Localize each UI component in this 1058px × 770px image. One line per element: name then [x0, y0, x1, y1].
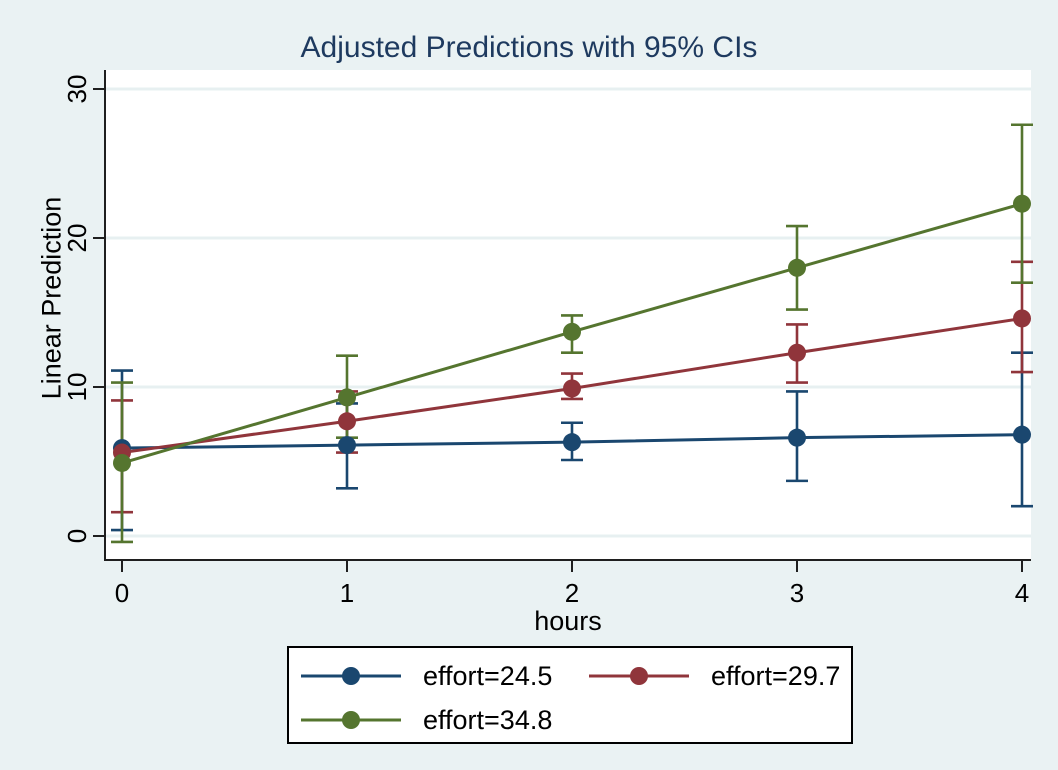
data-point-marker	[338, 388, 356, 407]
data-point-marker	[1013, 194, 1031, 213]
y-tick-label: 30	[62, 75, 92, 104]
line-marker-swatch-icon	[301, 711, 401, 729]
data-point-marker	[338, 436, 356, 455]
legend-label: effort=24.5	[423, 660, 553, 691]
x-tick-label: 3	[790, 578, 804, 608]
legend-item: effort=34.8	[301, 699, 589, 741]
legend-label: effort=34.8	[423, 704, 553, 735]
y-tick-label: 20	[62, 224, 92, 253]
data-point-marker	[563, 379, 581, 398]
legend-item: effort=29.7	[589, 655, 851, 697]
x-axis-title: hours	[534, 606, 602, 636]
data-point-marker	[788, 343, 806, 362]
data-point-marker	[788, 258, 806, 277]
data-point-marker	[788, 428, 806, 447]
line-marker-swatch-icon	[589, 667, 689, 685]
legend-box: effort=24.5 effort=29.7 effort=34.8	[287, 646, 853, 744]
data-point-marker	[1013, 425, 1031, 444]
y-tick-label: 0	[62, 529, 92, 543]
y-axis-title: Linear Prediction	[36, 196, 67, 400]
legend-item: effort=24.5	[301, 655, 589, 697]
line-marker-swatch-icon	[301, 667, 401, 685]
data-point-marker	[113, 453, 131, 472]
x-tick-label: 0	[115, 578, 129, 608]
data-point-marker	[563, 433, 581, 452]
data-point-marker	[563, 322, 581, 341]
chart-title: Adjusted Predictions with 95% CIs	[300, 31, 758, 64]
x-tick-label: 4	[1015, 578, 1029, 608]
data-point-marker	[1013, 309, 1031, 328]
data-point-marker	[338, 412, 356, 431]
x-tick-label: 2	[565, 578, 579, 608]
legend-label: effort=29.7	[711, 660, 841, 691]
x-tick-label: 1	[340, 578, 354, 608]
y-tick-label: 10	[62, 373, 92, 402]
